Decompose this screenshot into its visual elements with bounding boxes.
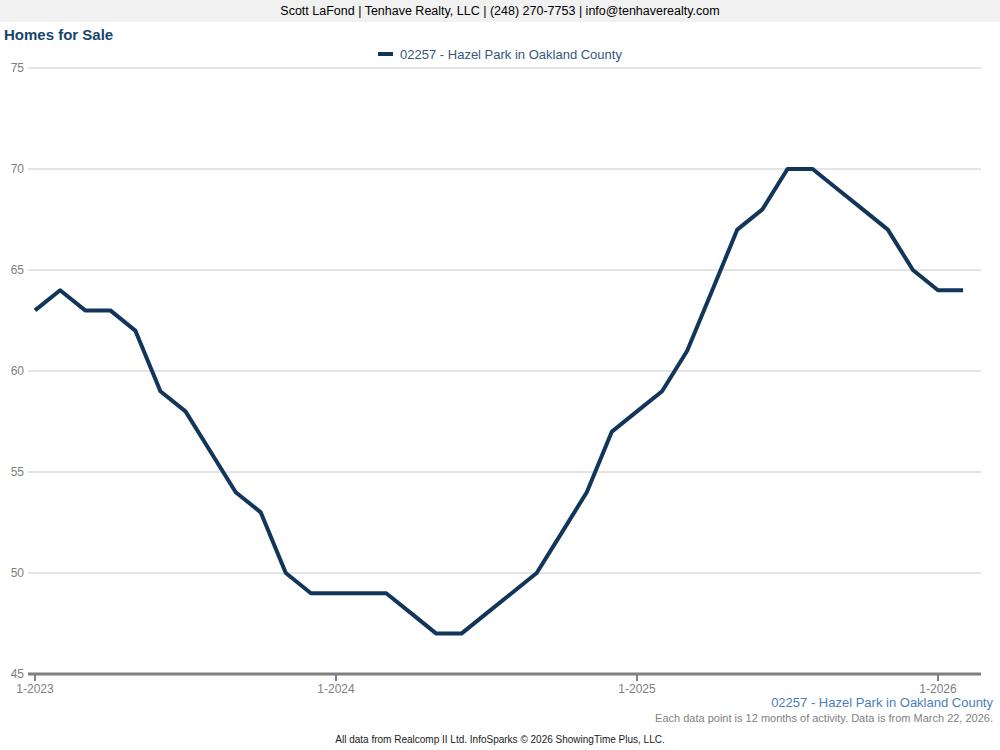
footer-right: 02257 - Hazel Park in Oakland County Eac… — [655, 694, 993, 726]
footer-data-note: Each data point is 12 months of activity… — [655, 711, 993, 726]
x-axis-tick-label: 1-2023 — [5, 682, 65, 696]
y-axis-tick-label: 70 — [0, 161, 24, 177]
y-axis-tick-label: 50 — [0, 565, 24, 581]
line-chart — [0, 0, 1000, 750]
x-axis-tick-label: 1-2024 — [306, 682, 366, 696]
footer-attribution: All data from Realcomp II Ltd. InfoSpark… — [0, 734, 1000, 745]
data-series-line — [35, 169, 963, 634]
y-axis-tick-label: 55 — [0, 464, 24, 480]
y-axis-tick-label: 60 — [0, 363, 24, 379]
y-axis-tick-label: 45 — [0, 666, 24, 682]
y-axis-tick-label: 75 — [0, 60, 24, 76]
y-axis-tick-label: 65 — [0, 262, 24, 278]
chart-page: Scott LaFond | Tenhave Realty, LLC | (24… — [0, 0, 1000, 750]
footer-series-label: 02257 - Hazel Park in Oakland County — [655, 694, 993, 711]
